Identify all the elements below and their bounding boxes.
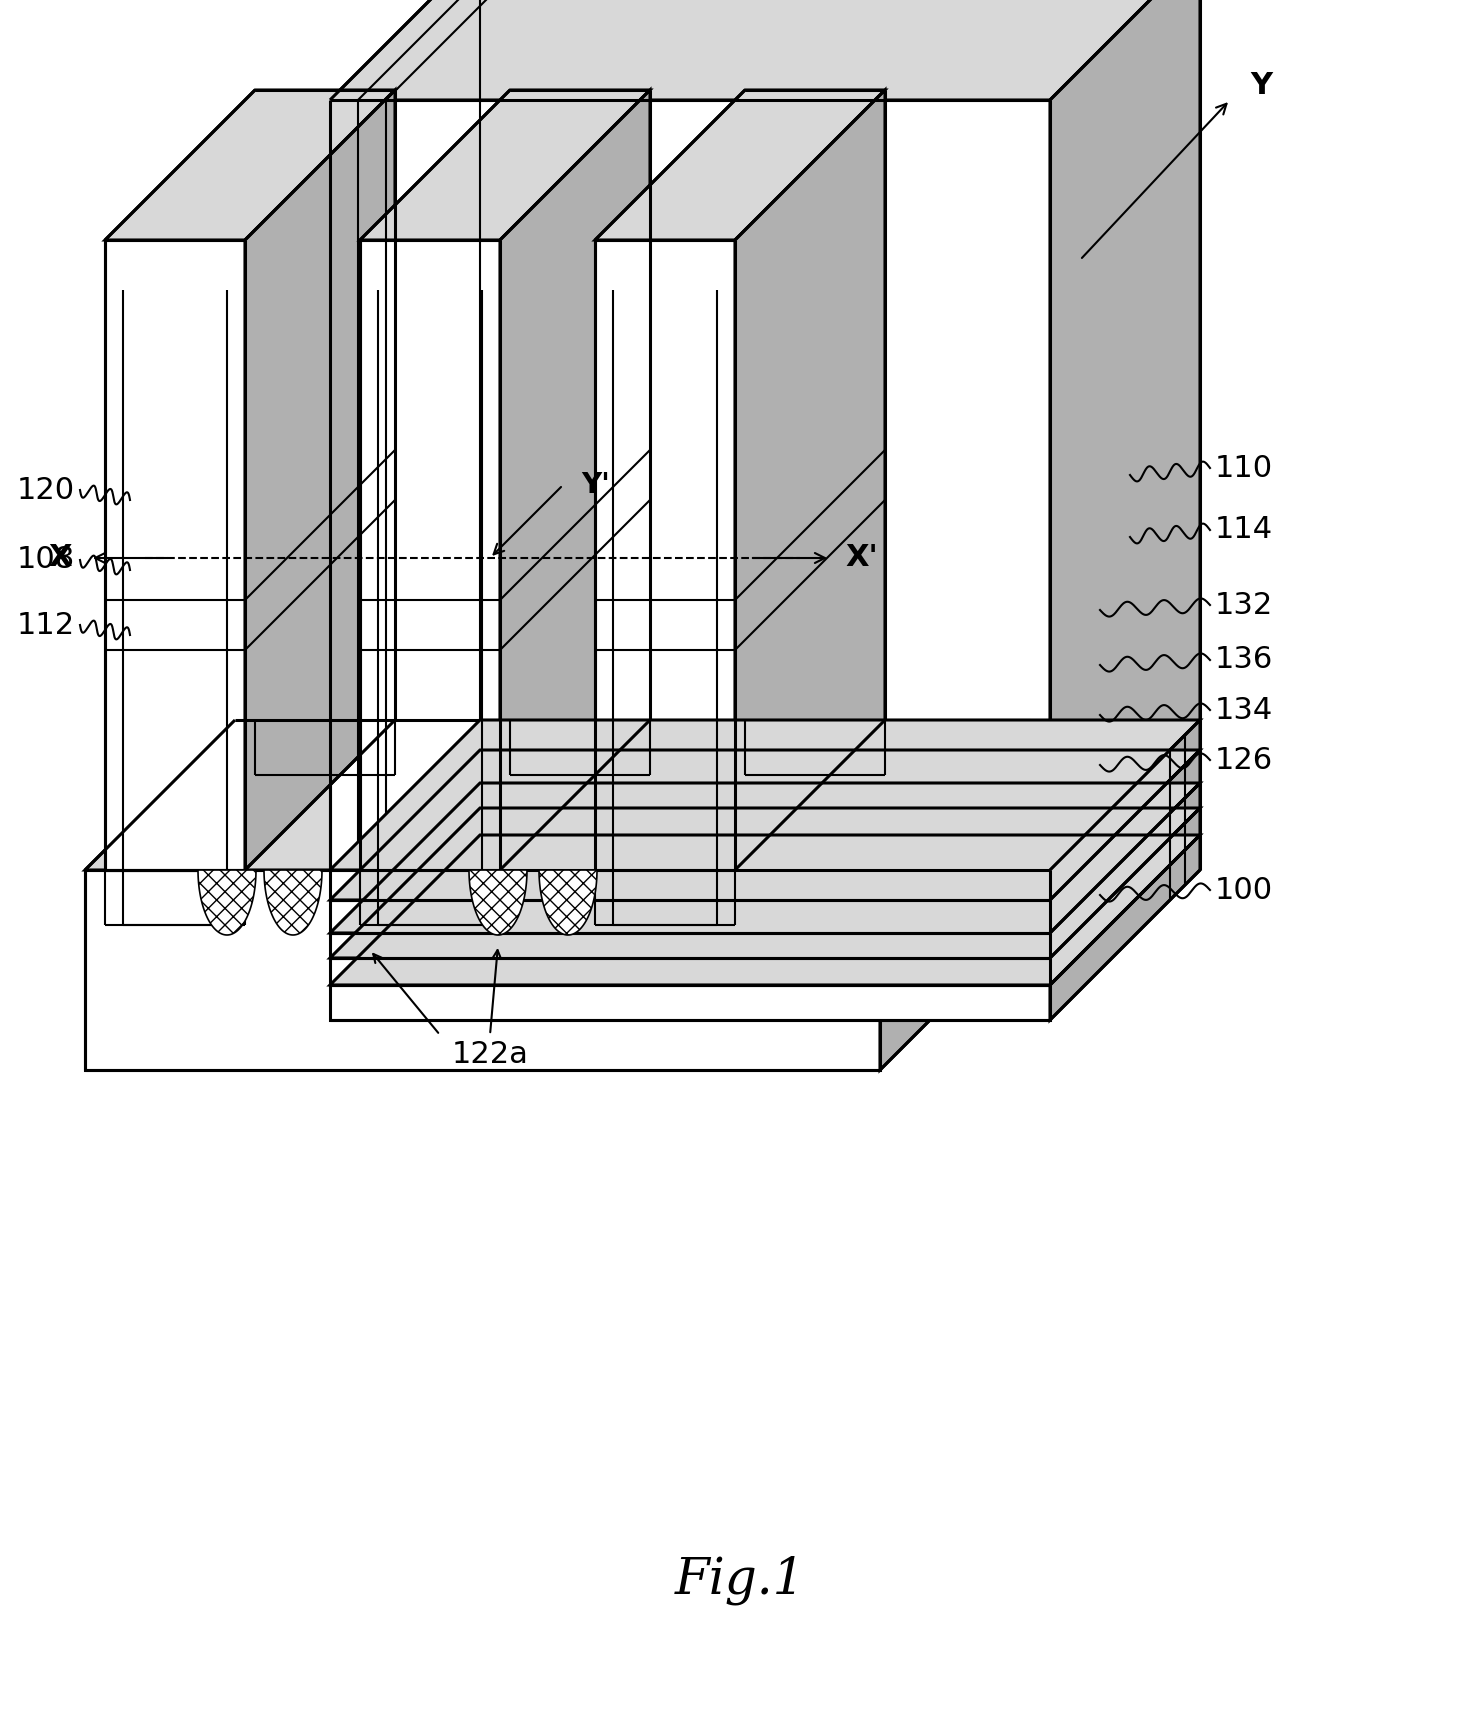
- Polygon shape: [84, 871, 881, 1070]
- Polygon shape: [246, 91, 395, 871]
- Text: 108: 108: [16, 545, 75, 574]
- Polygon shape: [1049, 807, 1200, 986]
- Text: 122a: 122a: [451, 1040, 528, 1070]
- Polygon shape: [1049, 783, 1200, 958]
- Polygon shape: [330, 986, 1049, 1020]
- Polygon shape: [330, 871, 1049, 900]
- Polygon shape: [469, 871, 527, 936]
- Polygon shape: [330, 751, 1200, 900]
- Text: 134: 134: [1215, 696, 1273, 725]
- Text: 120: 120: [16, 475, 75, 504]
- Polygon shape: [330, 807, 1200, 958]
- Polygon shape: [595, 91, 885, 240]
- Text: 114: 114: [1215, 516, 1273, 545]
- Polygon shape: [881, 720, 1030, 1070]
- Text: 112: 112: [16, 610, 75, 639]
- Polygon shape: [1049, 0, 1200, 871]
- Text: Fig.1: Fig.1: [675, 1555, 805, 1604]
- Text: 110: 110: [1215, 454, 1273, 483]
- Polygon shape: [84, 720, 1030, 871]
- Polygon shape: [330, 835, 1200, 986]
- Polygon shape: [1049, 835, 1200, 1020]
- Polygon shape: [330, 900, 1049, 932]
- Polygon shape: [736, 91, 885, 871]
- Polygon shape: [105, 91, 395, 240]
- Polygon shape: [330, 720, 1200, 871]
- Polygon shape: [360, 240, 500, 871]
- Polygon shape: [330, 932, 1049, 958]
- Polygon shape: [500, 91, 650, 871]
- Text: X': X': [845, 543, 878, 572]
- Text: X: X: [49, 543, 73, 572]
- Polygon shape: [263, 871, 323, 936]
- Text: 132: 132: [1215, 591, 1273, 619]
- Polygon shape: [330, 783, 1200, 932]
- Polygon shape: [105, 240, 246, 871]
- Polygon shape: [539, 871, 596, 936]
- Polygon shape: [330, 0, 1200, 99]
- Text: 126: 126: [1215, 746, 1273, 775]
- Polygon shape: [330, 99, 1049, 871]
- Polygon shape: [1049, 751, 1200, 932]
- Polygon shape: [198, 871, 256, 936]
- Text: Y: Y: [1251, 70, 1271, 99]
- Text: 100: 100: [1215, 876, 1273, 905]
- Polygon shape: [360, 91, 650, 240]
- Text: Y': Y': [582, 471, 610, 499]
- Polygon shape: [595, 240, 736, 871]
- Text: 136: 136: [1215, 646, 1273, 675]
- Polygon shape: [330, 958, 1049, 986]
- Polygon shape: [1049, 720, 1200, 900]
